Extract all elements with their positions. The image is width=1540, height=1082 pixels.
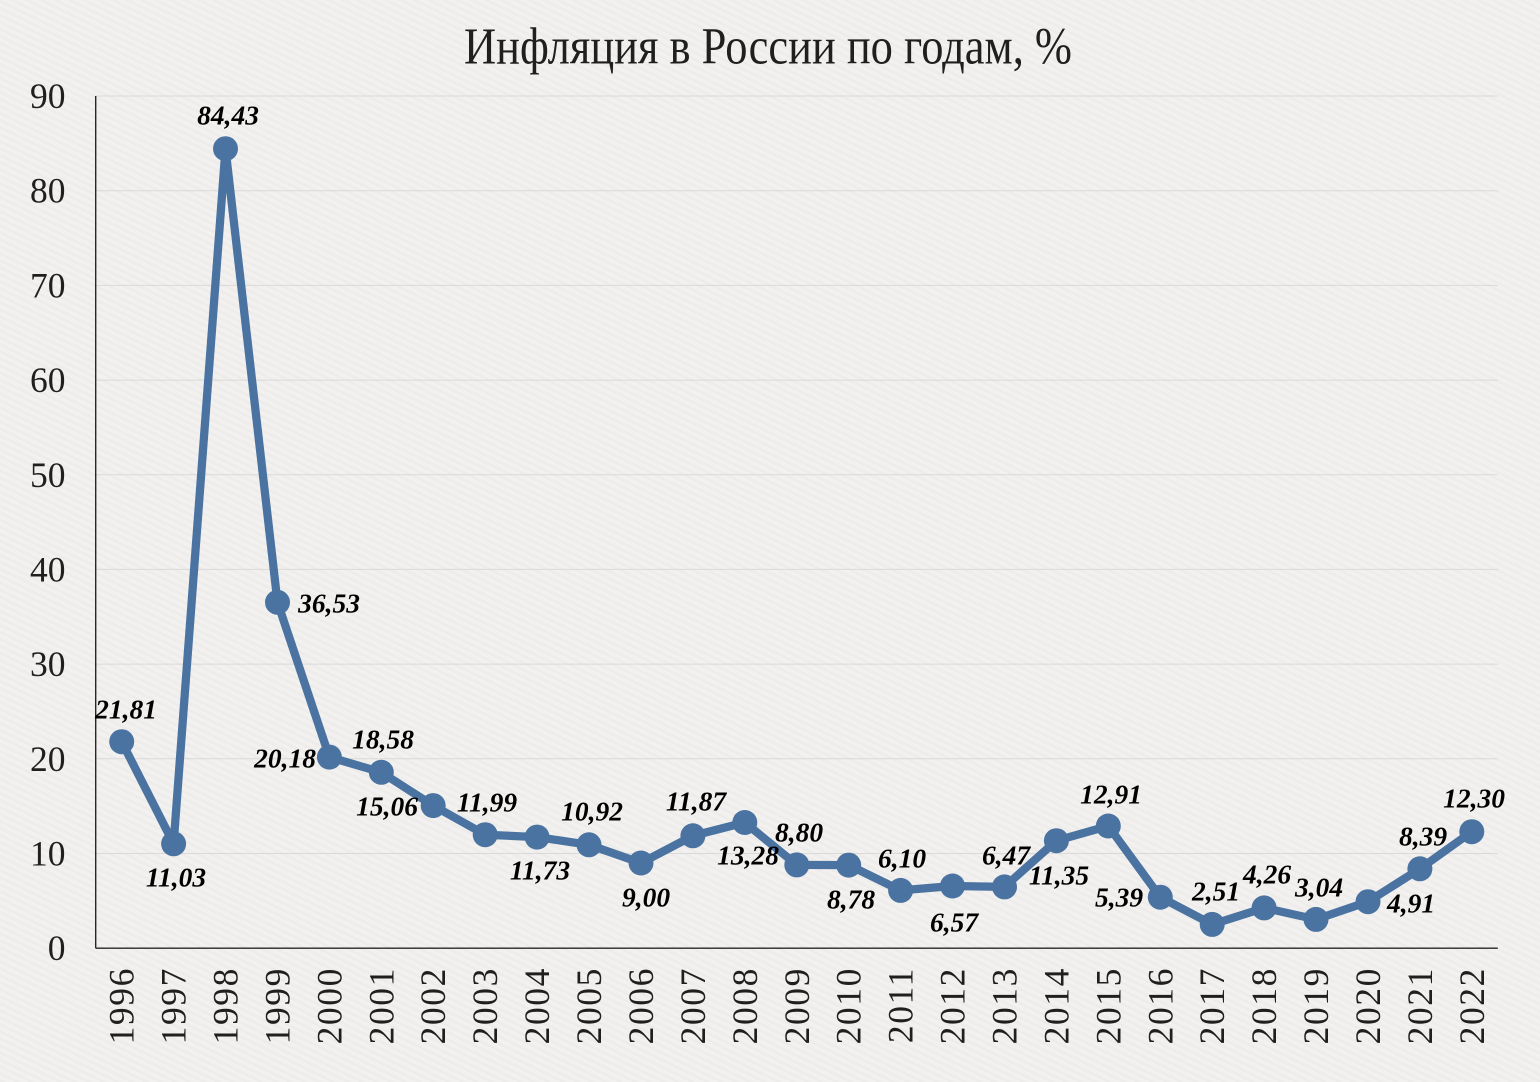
svg-text:2021: 2021 — [1400, 967, 1440, 1044]
svg-text:2013: 2013 — [985, 967, 1025, 1044]
svg-text:30: 30 — [30, 644, 66, 684]
svg-text:2006: 2006 — [621, 967, 661, 1044]
svg-text:11,03: 11,03 — [146, 862, 207, 893]
svg-text:21,81: 21,81 — [94, 694, 157, 725]
svg-text:2004: 2004 — [517, 967, 557, 1044]
svg-text:4,26: 4,26 — [1242, 859, 1291, 890]
svg-text:2009: 2009 — [777, 967, 817, 1044]
svg-text:6,10: 6,10 — [878, 843, 926, 874]
svg-text:6,47: 6,47 — [982, 840, 1031, 871]
svg-text:1996: 1996 — [102, 967, 142, 1044]
svg-text:90: 90 — [30, 76, 66, 116]
svg-text:2019: 2019 — [1296, 967, 1336, 1044]
svg-text:2010: 2010 — [829, 967, 869, 1044]
svg-text:9,00: 9,00 — [622, 882, 670, 913]
svg-text:2002: 2002 — [413, 967, 453, 1044]
svg-text:5,39: 5,39 — [1095, 882, 1143, 913]
svg-text:8,80: 8,80 — [775, 817, 823, 848]
svg-text:2012: 2012 — [933, 967, 973, 1044]
svg-text:4,91: 4,91 — [1386, 888, 1435, 919]
svg-text:2003: 2003 — [465, 967, 505, 1044]
svg-text:10: 10 — [30, 834, 66, 874]
svg-text:11,87: 11,87 — [666, 786, 728, 817]
svg-text:2018: 2018 — [1244, 967, 1284, 1044]
svg-text:12,30: 12,30 — [1443, 783, 1505, 814]
svg-text:80: 80 — [30, 171, 66, 211]
svg-text:15,06: 15,06 — [356, 791, 418, 822]
svg-text:3,04: 3,04 — [1294, 872, 1343, 903]
svg-text:11,73: 11,73 — [510, 855, 571, 886]
svg-text:2000: 2000 — [309, 967, 349, 1044]
svg-text:8,78: 8,78 — [827, 884, 875, 915]
svg-text:2014: 2014 — [1036, 967, 1076, 1044]
svg-text:2017: 2017 — [1192, 967, 1232, 1044]
svg-text:6,57: 6,57 — [930, 907, 979, 938]
svg-text:11,99: 11,99 — [457, 787, 518, 818]
svg-text:18,58: 18,58 — [352, 724, 414, 755]
svg-text:50: 50 — [30, 455, 66, 495]
svg-text:2011: 2011 — [881, 967, 921, 1043]
svg-text:2015: 2015 — [1088, 967, 1128, 1044]
svg-text:0: 0 — [48, 928, 66, 968]
svg-text:70: 70 — [30, 265, 66, 305]
svg-text:2022: 2022 — [1452, 967, 1492, 1044]
svg-text:40: 40 — [30, 549, 66, 589]
svg-text:1997: 1997 — [154, 967, 194, 1044]
svg-text:2,51: 2,51 — [1191, 876, 1240, 907]
svg-text:2016: 2016 — [1140, 967, 1180, 1044]
svg-text:Инфляция в России по годам, %: Инфляция в России по годам, % — [464, 19, 1072, 76]
svg-text:2001: 2001 — [361, 967, 401, 1044]
svg-text:84,43: 84,43 — [197, 100, 259, 131]
svg-text:2007: 2007 — [673, 967, 713, 1044]
svg-text:60: 60 — [30, 360, 66, 400]
svg-text:8,39: 8,39 — [1399, 821, 1447, 852]
svg-text:20,18: 20,18 — [253, 743, 316, 774]
svg-text:10,92: 10,92 — [561, 796, 623, 827]
svg-text:36,53: 36,53 — [297, 588, 360, 619]
svg-text:11,35: 11,35 — [1029, 860, 1090, 891]
svg-text:2020: 2020 — [1348, 967, 1388, 1044]
svg-text:1999: 1999 — [258, 967, 298, 1044]
svg-text:1998: 1998 — [206, 967, 246, 1044]
svg-text:2005: 2005 — [569, 967, 609, 1044]
svg-text:12,91: 12,91 — [1080, 779, 1142, 810]
svg-text:20: 20 — [30, 739, 66, 779]
svg-text:13,28: 13,28 — [717, 840, 779, 871]
svg-text:2008: 2008 — [725, 967, 765, 1044]
